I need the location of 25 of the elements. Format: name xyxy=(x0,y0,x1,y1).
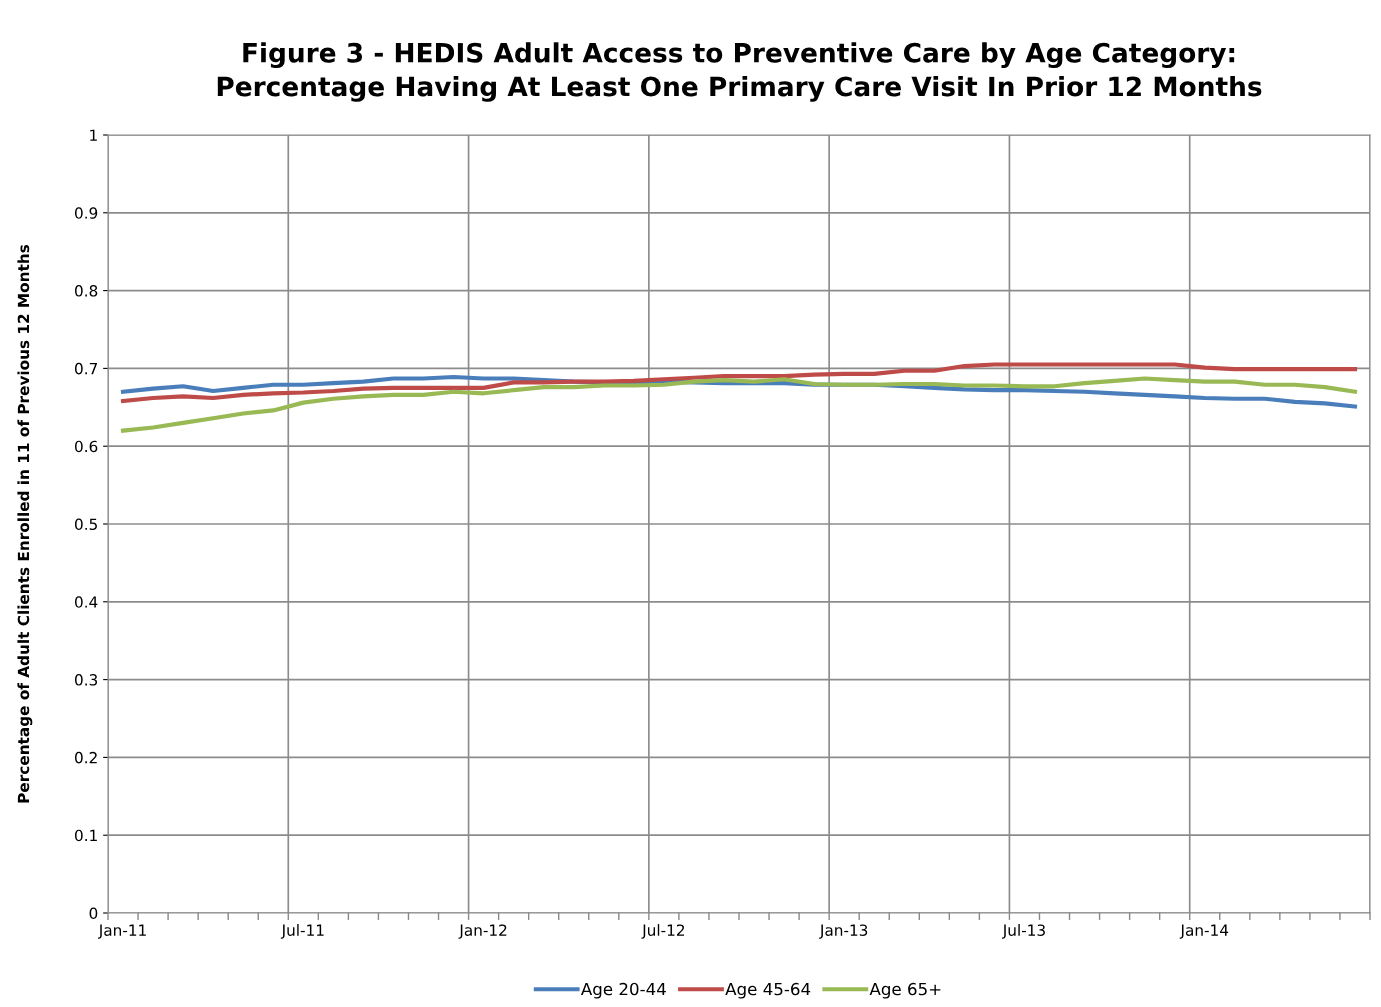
y-axis-title: Percentage of Adult Clients Enrolled in 11 of Previous 12 Months xyxy=(17,244,33,803)
x-tick-label: Jan-13 xyxy=(819,924,868,939)
y-tick-label: 0.4 xyxy=(74,596,98,608)
y-tick-label: 0.9 xyxy=(74,207,98,219)
legend-label: Age 65+ xyxy=(869,982,941,999)
line-series xyxy=(120,376,1358,433)
y-tick-label: 0.3 xyxy=(74,674,98,686)
legend-label: Age 45-64 xyxy=(725,982,811,999)
y-tick-label: 0.6 xyxy=(74,440,98,453)
x-tick-label: Jul-11 xyxy=(280,924,324,939)
y-tick-label: 0.7 xyxy=(74,362,97,375)
y-tick-label: 1 xyxy=(90,129,97,141)
y-tick-label: 0.2 xyxy=(74,751,97,764)
y-tick-label: 0.5 xyxy=(74,518,97,531)
y-tick-label: 0 xyxy=(89,907,98,920)
y-tick-label: 0.1 xyxy=(74,829,97,842)
x-tick-label: Jan-14 xyxy=(1179,924,1229,939)
line-series xyxy=(120,362,1358,404)
legend-label: Age 20-44 xyxy=(580,982,666,999)
x-tick-label: Jan-11 xyxy=(97,924,146,939)
x-tick-label: Jul-12 xyxy=(641,924,685,939)
y-tick-label: 0.8 xyxy=(74,285,98,297)
x-tick-label: Jul-13 xyxy=(1001,924,1045,939)
chart-title: Figure 3 - HEDIS Adult Access to Preventive Care by Age Category: Percentage Having At Least One Primary Care Visit In Prior 12 Months xyxy=(217,42,1262,102)
x-tick-label: Jan-12 xyxy=(458,924,507,939)
